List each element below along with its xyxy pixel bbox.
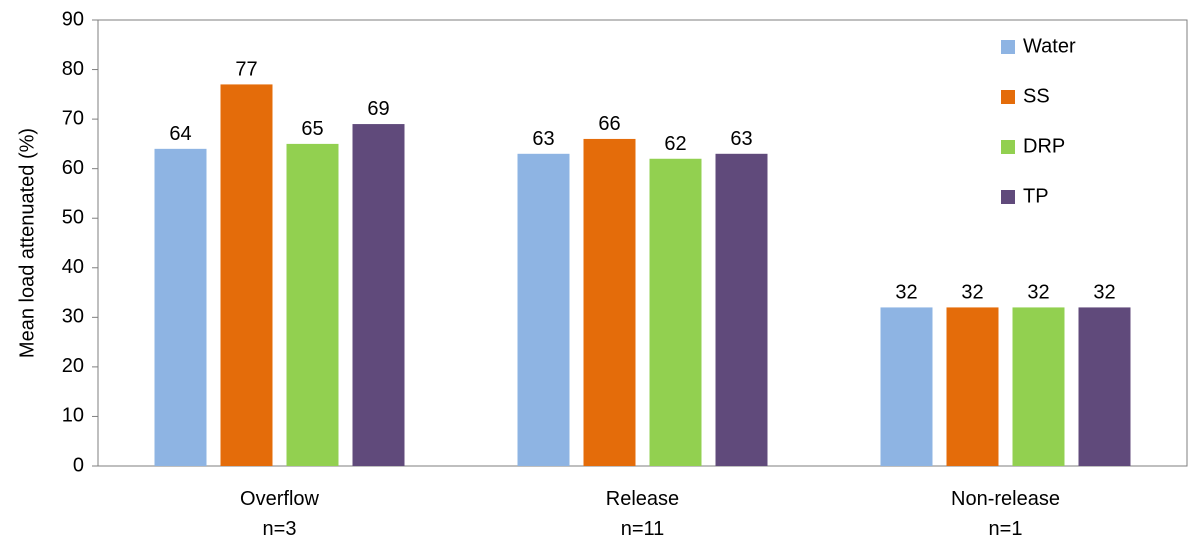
y-tick-label: 40: [62, 256, 84, 278]
x-category-label: Overflow: [240, 488, 319, 510]
data-label: 65: [301, 118, 323, 140]
bar-drp-overflow: [286, 143, 339, 466]
y-axis-ticks: 0 10 20 30 40 50 60 70 80 90: [62, 8, 98, 476]
legend-swatch-drp: [1001, 140, 1015, 154]
legend-label: DRP: [1023, 135, 1065, 157]
x-category-sublabel: n=3: [263, 518, 297, 540]
x-category-sublabel: n=11: [621, 518, 665, 540]
bar-drp-release: [649, 158, 702, 466]
data-label: 32: [961, 281, 983, 303]
bar-tp-non-release: [1078, 307, 1131, 466]
data-label: 77: [235, 58, 257, 80]
data-label: 69: [367, 98, 389, 120]
legend-label: TP: [1023, 185, 1049, 207]
y-tick-label: 20: [62, 355, 84, 377]
y-tick-label: 0: [73, 454, 84, 476]
data-label: 63: [532, 128, 554, 150]
bar-water-release: [517, 153, 570, 467]
x-category-sublabel: n=1: [989, 518, 1023, 540]
data-label: 32: [1027, 281, 1049, 303]
x-category-label: Non-release: [951, 488, 1060, 510]
x-category-label: Release: [606, 488, 679, 510]
legend-swatch-ss: [1001, 90, 1015, 104]
bar-tp-overflow: [352, 124, 405, 467]
bar-drp-non-release: [1012, 307, 1065, 466]
y-tick-label: 90: [62, 8, 84, 30]
bar-ss-release: [583, 138, 636, 466]
bar-tp-release: [715, 153, 768, 467]
y-tick-label: 10: [62, 405, 84, 427]
bars: [154, 84, 1131, 467]
bar-ss-overflow: [220, 84, 273, 466]
y-axis-title-group: Mean load attenuated (%): [16, 128, 38, 358]
y-axis-title: Mean load attenuated (%): [16, 128, 38, 358]
data-label: 62: [664, 133, 686, 155]
data-label: 32: [895, 281, 917, 303]
data-label: 32: [1093, 281, 1115, 303]
legend-label: Water: [1023, 35, 1076, 57]
data-label: 63: [730, 128, 752, 150]
y-tick-label: 50: [62, 207, 84, 229]
plot-area-border: [97, 19, 1188, 467]
bar-water-non-release: [880, 307, 933, 466]
legend-swatch-water: [1001, 40, 1015, 54]
category-labels: Overflow n=3 Release n=11 Non-release n=1: [240, 488, 1060, 540]
data-label: 64: [169, 123, 191, 145]
y-tick-label: 60: [62, 157, 84, 179]
data-labels: 64 77 65 69 63 66 62 63 32 32 32 32: [169, 58, 1115, 303]
y-tick-label: 80: [62, 58, 84, 80]
plot-frame: [97, 19, 1188, 467]
bar-ss-non-release: [946, 307, 999, 466]
y-tick-label: 70: [62, 107, 84, 129]
legend-swatch-tp: [1001, 190, 1015, 204]
bar-water-overflow: [154, 148, 207, 466]
legend-label: SS: [1023, 85, 1050, 107]
data-label: 66: [598, 113, 620, 135]
legend: Water SS DRP TP: [1001, 35, 1076, 207]
y-tick-label: 30: [62, 306, 84, 328]
